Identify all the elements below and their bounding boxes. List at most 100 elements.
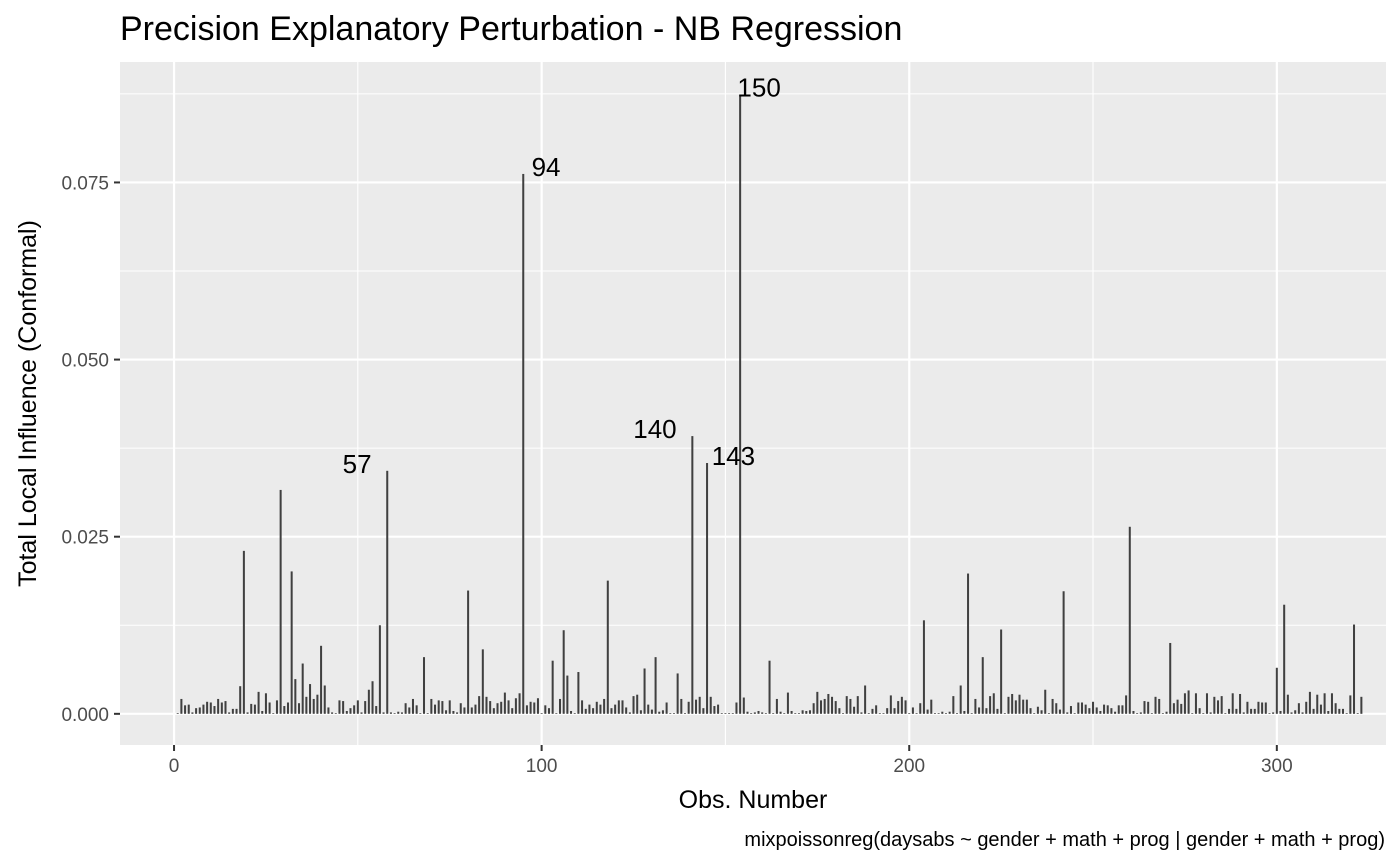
bar (1161, 713, 1164, 714)
bar (654, 657, 657, 714)
bar (621, 700, 624, 714)
bar (261, 710, 264, 714)
bar (944, 713, 947, 714)
bar (889, 695, 892, 714)
bar (967, 573, 970, 714)
bar (1294, 710, 1297, 714)
x-tick-label: 300 (1261, 756, 1293, 777)
bar (257, 691, 260, 714)
bar (536, 698, 539, 714)
bar (592, 708, 595, 714)
bar (1312, 708, 1315, 714)
bar (213, 706, 216, 714)
bar (1165, 711, 1168, 714)
bar (724, 713, 727, 714)
bar (908, 713, 911, 714)
bar (1136, 713, 1139, 714)
bar (1341, 708, 1345, 714)
bar (978, 707, 981, 714)
bar (1283, 604, 1286, 714)
bar (356, 700, 359, 714)
bar (345, 710, 348, 714)
bar (665, 702, 668, 714)
bar (478, 696, 481, 714)
bar (1143, 701, 1146, 714)
x-tick-label: 0 (169, 756, 180, 777)
bar (1239, 693, 1242, 714)
bar (842, 713, 845, 714)
bar (845, 696, 848, 714)
bar (1022, 699, 1025, 714)
bar (878, 713, 881, 714)
bar (1242, 712, 1245, 714)
bar (647, 704, 650, 714)
bar (801, 710, 804, 714)
bar (1154, 696, 1157, 714)
bar (577, 672, 580, 714)
bar (228, 712, 231, 714)
bar (540, 713, 543, 714)
bar (930, 699, 933, 714)
bar (728, 713, 731, 714)
bar (1132, 710, 1135, 714)
bar (1191, 713, 1194, 714)
bar (1231, 693, 1234, 714)
bar (1051, 698, 1054, 714)
bar (434, 704, 437, 714)
bar (1080, 702, 1084, 714)
bar (581, 700, 584, 714)
bar (1264, 702, 1267, 714)
bar (489, 701, 492, 714)
bar (312, 698, 315, 714)
bar (937, 713, 940, 714)
bar (1114, 711, 1117, 714)
bar (628, 712, 631, 714)
bar (470, 707, 473, 714)
bar (1147, 701, 1150, 714)
bar (1327, 710, 1330, 714)
bar (389, 712, 392, 714)
bar (1055, 703, 1058, 714)
bar (492, 708, 495, 714)
x-axis-ticks: 0 100 200 300 (169, 745, 1293, 777)
bar (1040, 710, 1043, 714)
bar (599, 704, 602, 714)
point-label: 57 (343, 449, 372, 479)
bar (661, 710, 664, 714)
bar (1128, 526, 1131, 714)
bar (1308, 691, 1311, 714)
bar (720, 713, 723, 714)
bar (1044, 689, 1047, 714)
bar (864, 685, 867, 714)
x-axis-title: Obs. Number (679, 786, 828, 814)
bar (570, 710, 573, 714)
bar (672, 713, 675, 714)
y-axis-ticks: 0.000 0.025 0.050 0.075 (61, 173, 120, 726)
bar (367, 689, 370, 714)
plot-panel (120, 62, 1386, 745)
bar (375, 706, 378, 714)
bar (783, 713, 786, 714)
bar (768, 660, 771, 714)
bar (456, 712, 459, 714)
bar (1033, 713, 1036, 714)
bar (1224, 713, 1227, 714)
bar (698, 696, 701, 714)
bar (1334, 703, 1337, 714)
bar (941, 711, 944, 714)
bar (1062, 591, 1065, 714)
bar (496, 703, 499, 714)
bar (739, 94, 742, 714)
bar (298, 703, 301, 714)
point-label: 140 (633, 414, 676, 444)
bar (1099, 710, 1102, 714)
point-label: 150 (737, 73, 780, 103)
bar (290, 571, 293, 714)
bar (680, 698, 683, 714)
bar (1279, 710, 1282, 714)
bar (595, 701, 598, 714)
bar (525, 705, 528, 714)
bar (691, 436, 694, 714)
point-label: 94 (532, 152, 561, 182)
bar (426, 713, 429, 714)
